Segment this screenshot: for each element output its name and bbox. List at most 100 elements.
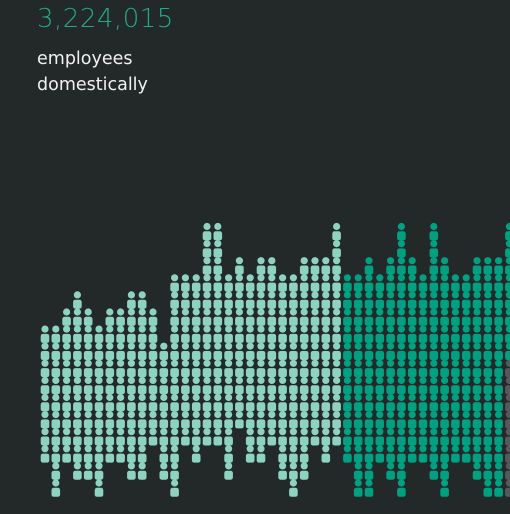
- person-icon: [461, 359, 471, 378]
- person-icon: [191, 308, 201, 326]
- icon-column: [505, 222, 510, 497]
- person-icon: [202, 428, 212, 446]
- person-icon: [299, 428, 309, 446]
- person-icon: [289, 359, 298, 378]
- person-icon: [472, 325, 482, 343]
- person-icon: [397, 428, 406, 446]
- person-icon: [440, 428, 449, 446]
- person-icon: [137, 308, 147, 326]
- icon-column: [289, 274, 298, 497]
- person-icon: [461, 342, 471, 360]
- person-icon: [181, 376, 190, 395]
- person-icon: [461, 274, 471, 292]
- person-icon: [256, 308, 266, 326]
- person-icon: [429, 393, 439, 412]
- person-icon: [429, 376, 439, 395]
- person-icon: [440, 274, 449, 292]
- person-icon: [202, 376, 212, 395]
- person-icon: [170, 428, 179, 446]
- person-icon: [397, 274, 406, 292]
- person-icon: [494, 428, 503, 446]
- person-icon: [137, 359, 147, 378]
- person-icon: [235, 274, 244, 292]
- person-icon: [407, 376, 417, 395]
- person-icon: [321, 325, 331, 343]
- person-icon: [256, 411, 266, 429]
- person-icon: [235, 393, 244, 412]
- person-icon: [483, 479, 493, 497]
- person-icon: [429, 411, 439, 429]
- person-icon: [170, 462, 179, 480]
- person-icon: [375, 411, 385, 429]
- person-icon: [375, 308, 385, 326]
- person-icon: [94, 359, 104, 378]
- person-icon: [505, 342, 510, 360]
- person-icon: [213, 291, 223, 309]
- person-icon: [461, 308, 471, 326]
- person-icon: [213, 240, 223, 258]
- person-icon: [181, 342, 190, 360]
- person-icon: [213, 257, 223, 275]
- person-icon: [429, 308, 439, 326]
- person-icon: [494, 393, 503, 412]
- person-icon: [289, 462, 298, 480]
- person-icon: [494, 325, 503, 343]
- person-icon: [364, 445, 374, 463]
- person-icon: [289, 325, 298, 343]
- person-icon: [181, 428, 190, 446]
- person-icon: [494, 342, 503, 360]
- person-icon: [299, 308, 309, 326]
- icon-column: [375, 274, 385, 463]
- person-icon: [364, 325, 374, 343]
- person-icon: [83, 462, 93, 480]
- icon-column: [62, 308, 71, 463]
- person-icon: [429, 445, 439, 463]
- person-icon: [127, 393, 136, 412]
- icon-column: [440, 257, 449, 497]
- person-icon: [170, 342, 179, 360]
- person-icon: [397, 445, 406, 463]
- person-icon: [40, 376, 50, 395]
- person-icon: [397, 462, 406, 480]
- person-icon: [321, 308, 331, 326]
- person-icon: [83, 428, 93, 446]
- person-icon: [440, 359, 449, 378]
- person-icon: [62, 359, 71, 378]
- person-icon: [191, 411, 201, 429]
- icon-column: [418, 274, 428, 463]
- person-icon: [245, 274, 255, 292]
- person-icon: [364, 376, 374, 395]
- person-icon: [407, 411, 417, 429]
- person-icon: [289, 308, 298, 326]
- person-icon: [256, 291, 266, 309]
- person-icon: [397, 376, 406, 395]
- person-icon: [386, 257, 395, 275]
- person-icon: [321, 376, 331, 395]
- person-icon: [332, 359, 341, 378]
- person-icon: [429, 222, 439, 241]
- icon-column: [451, 274, 460, 463]
- person-icon: [235, 291, 244, 309]
- person-icon: [73, 325, 82, 343]
- person-icon: [397, 342, 406, 360]
- person-icon: [505, 325, 510, 343]
- person-icon: [137, 411, 147, 429]
- person-icon: [440, 325, 449, 343]
- person-icon: [321, 257, 331, 275]
- person-icon: [62, 342, 71, 360]
- person-icon: [127, 376, 136, 395]
- person-icon: [375, 393, 385, 412]
- person-icon: [505, 291, 510, 309]
- person-icon: [418, 342, 428, 360]
- person-icon: [51, 376, 61, 395]
- person-icon: [235, 308, 244, 326]
- person-icon: [440, 445, 449, 463]
- person-icon: [505, 479, 510, 497]
- person-icon: [505, 411, 510, 429]
- person-icon: [364, 411, 374, 429]
- caption-line-1: employees: [37, 49, 133, 69]
- person-icon: [73, 359, 82, 378]
- person-icon: [267, 428, 277, 446]
- person-icon: [494, 479, 503, 497]
- icon-column: [170, 274, 179, 497]
